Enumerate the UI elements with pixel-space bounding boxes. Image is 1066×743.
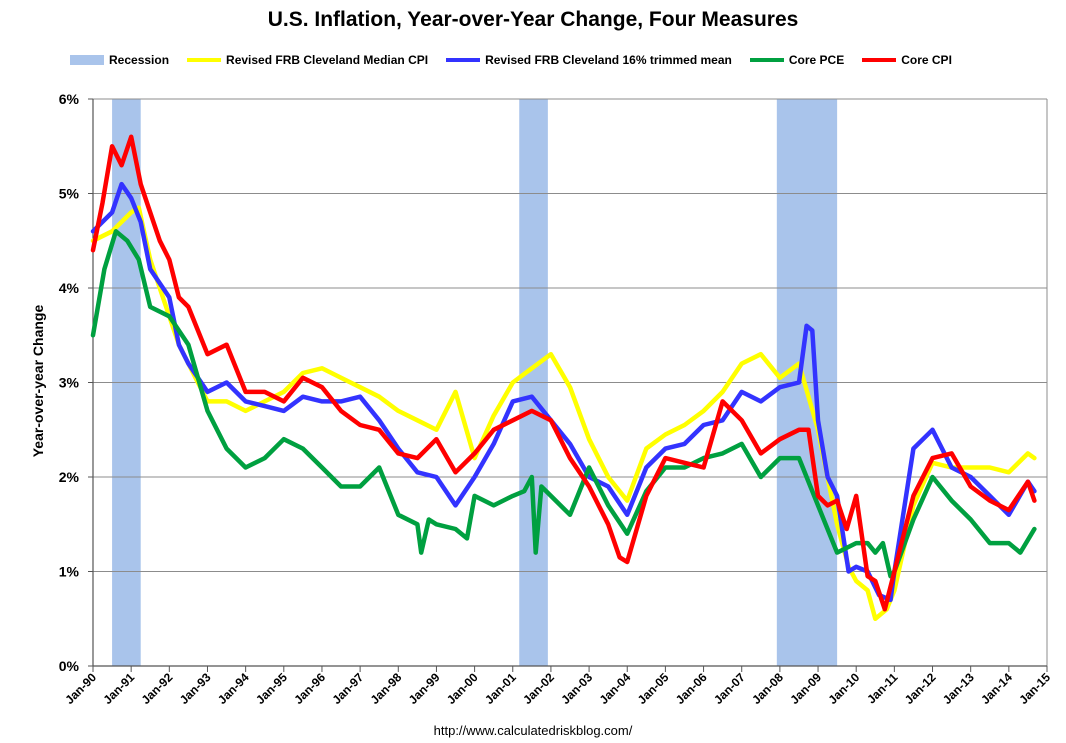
legend-item-trimmed-mean: Revised FRB Cleveland 16% trimmed mean: [446, 53, 732, 67]
legend-swatch-trimmed-mean: [446, 58, 481, 62]
legend: Recession Revised FRB Cleveland Median C…: [70, 50, 970, 70]
y-tick-label-6: 6%: [59, 91, 80, 107]
y-tick-label-5: 5%: [59, 186, 80, 202]
x-tick-label-2: Jan-92: [139, 670, 176, 707]
series-line-3: [90, 229, 1037, 579]
x-tick-label-10: Jan-00: [444, 670, 481, 707]
x-tick-label-24: Jan-14: [978, 670, 1015, 707]
x-tick-label-9: Jan-99: [406, 670, 443, 707]
x-tick-label-15: Jan-05: [635, 670, 672, 707]
x-tick-label-4: Jan-94: [215, 670, 252, 707]
x-tick-label-0: Jan-90: [62, 670, 99, 707]
x-tick-label-20: Jan-10: [826, 670, 863, 707]
legend-item-median-cpi: Revised FRB Cleveland Median CPI: [187, 53, 428, 67]
x-tick-label-21: Jan-11: [864, 670, 901, 707]
x-tick-label-14: Jan-04: [597, 670, 634, 707]
legend-label-trimmed-mean: Revised FRB Cleveland 16% trimmed mean: [485, 53, 732, 67]
legend-swatch-recession: [70, 55, 104, 65]
x-tick-label-13: Jan-03: [558, 670, 595, 707]
series-line-4: [90, 134, 1037, 612]
legend-swatch-core-pce: [749, 58, 784, 62]
legend-item-core-pce: Core PCE: [749, 53, 845, 67]
x-tick-label-23: Jan-13: [940, 670, 977, 707]
x-tick-label-8: Jan-98: [368, 670, 405, 707]
x-tick-label-22: Jan-12: [902, 670, 939, 707]
legend-label-core-cpi: Core CPI: [901, 53, 952, 67]
series-line-2: [90, 181, 1037, 603]
x-tick-label-12: Jan-02: [520, 670, 557, 707]
x-tick-label-1: Jan-91: [100, 670, 137, 707]
chart-title: U.S. Inflation, Year-over-Year Change, F…: [267, 8, 799, 31]
x-tick-label-11: Jan-01: [482, 670, 519, 707]
legend-label-core-pce: Core PCE: [788, 53, 845, 67]
legend-item-core-cpi: Core CPI: [862, 53, 952, 67]
legend-swatch-core-cpi: [862, 58, 897, 62]
x-tick-label-18: Jan-08: [749, 670, 786, 707]
x-tick-label-25: Jan-15: [1016, 670, 1053, 707]
x-tick-label-19: Jan-09: [787, 670, 824, 707]
legend-item-recession: Recession: [70, 53, 169, 67]
x-tick-label-17: Jan-07: [711, 670, 748, 707]
legend-label-median-cpi: Revised FRB Cleveland Median CPI: [226, 53, 429, 67]
source-link[interactable]: http://www.calculatedriskblog.com/: [433, 723, 633, 738]
x-tick-label-7: Jan-97: [329, 670, 366, 707]
x-tick-label-6: Jan-96: [291, 670, 328, 707]
y-tick-label-4: 4%: [59, 280, 80, 296]
y-tick-label-3: 3%: [59, 375, 80, 391]
y-tick-label-2: 2%: [59, 469, 80, 485]
y-tick-label-0: 0%: [59, 658, 80, 674]
x-tick-label-3: Jan-93: [177, 670, 214, 707]
series-line-1: [90, 205, 1037, 622]
x-tick-label-5: Jan-95: [253, 670, 290, 707]
y-tick-label-1: 1%: [59, 564, 80, 580]
x-tick-label-16: Jan-06: [673, 670, 710, 707]
legend-label-recession: Recession: [109, 53, 170, 67]
legend-swatch-median-cpi: [187, 58, 222, 62]
